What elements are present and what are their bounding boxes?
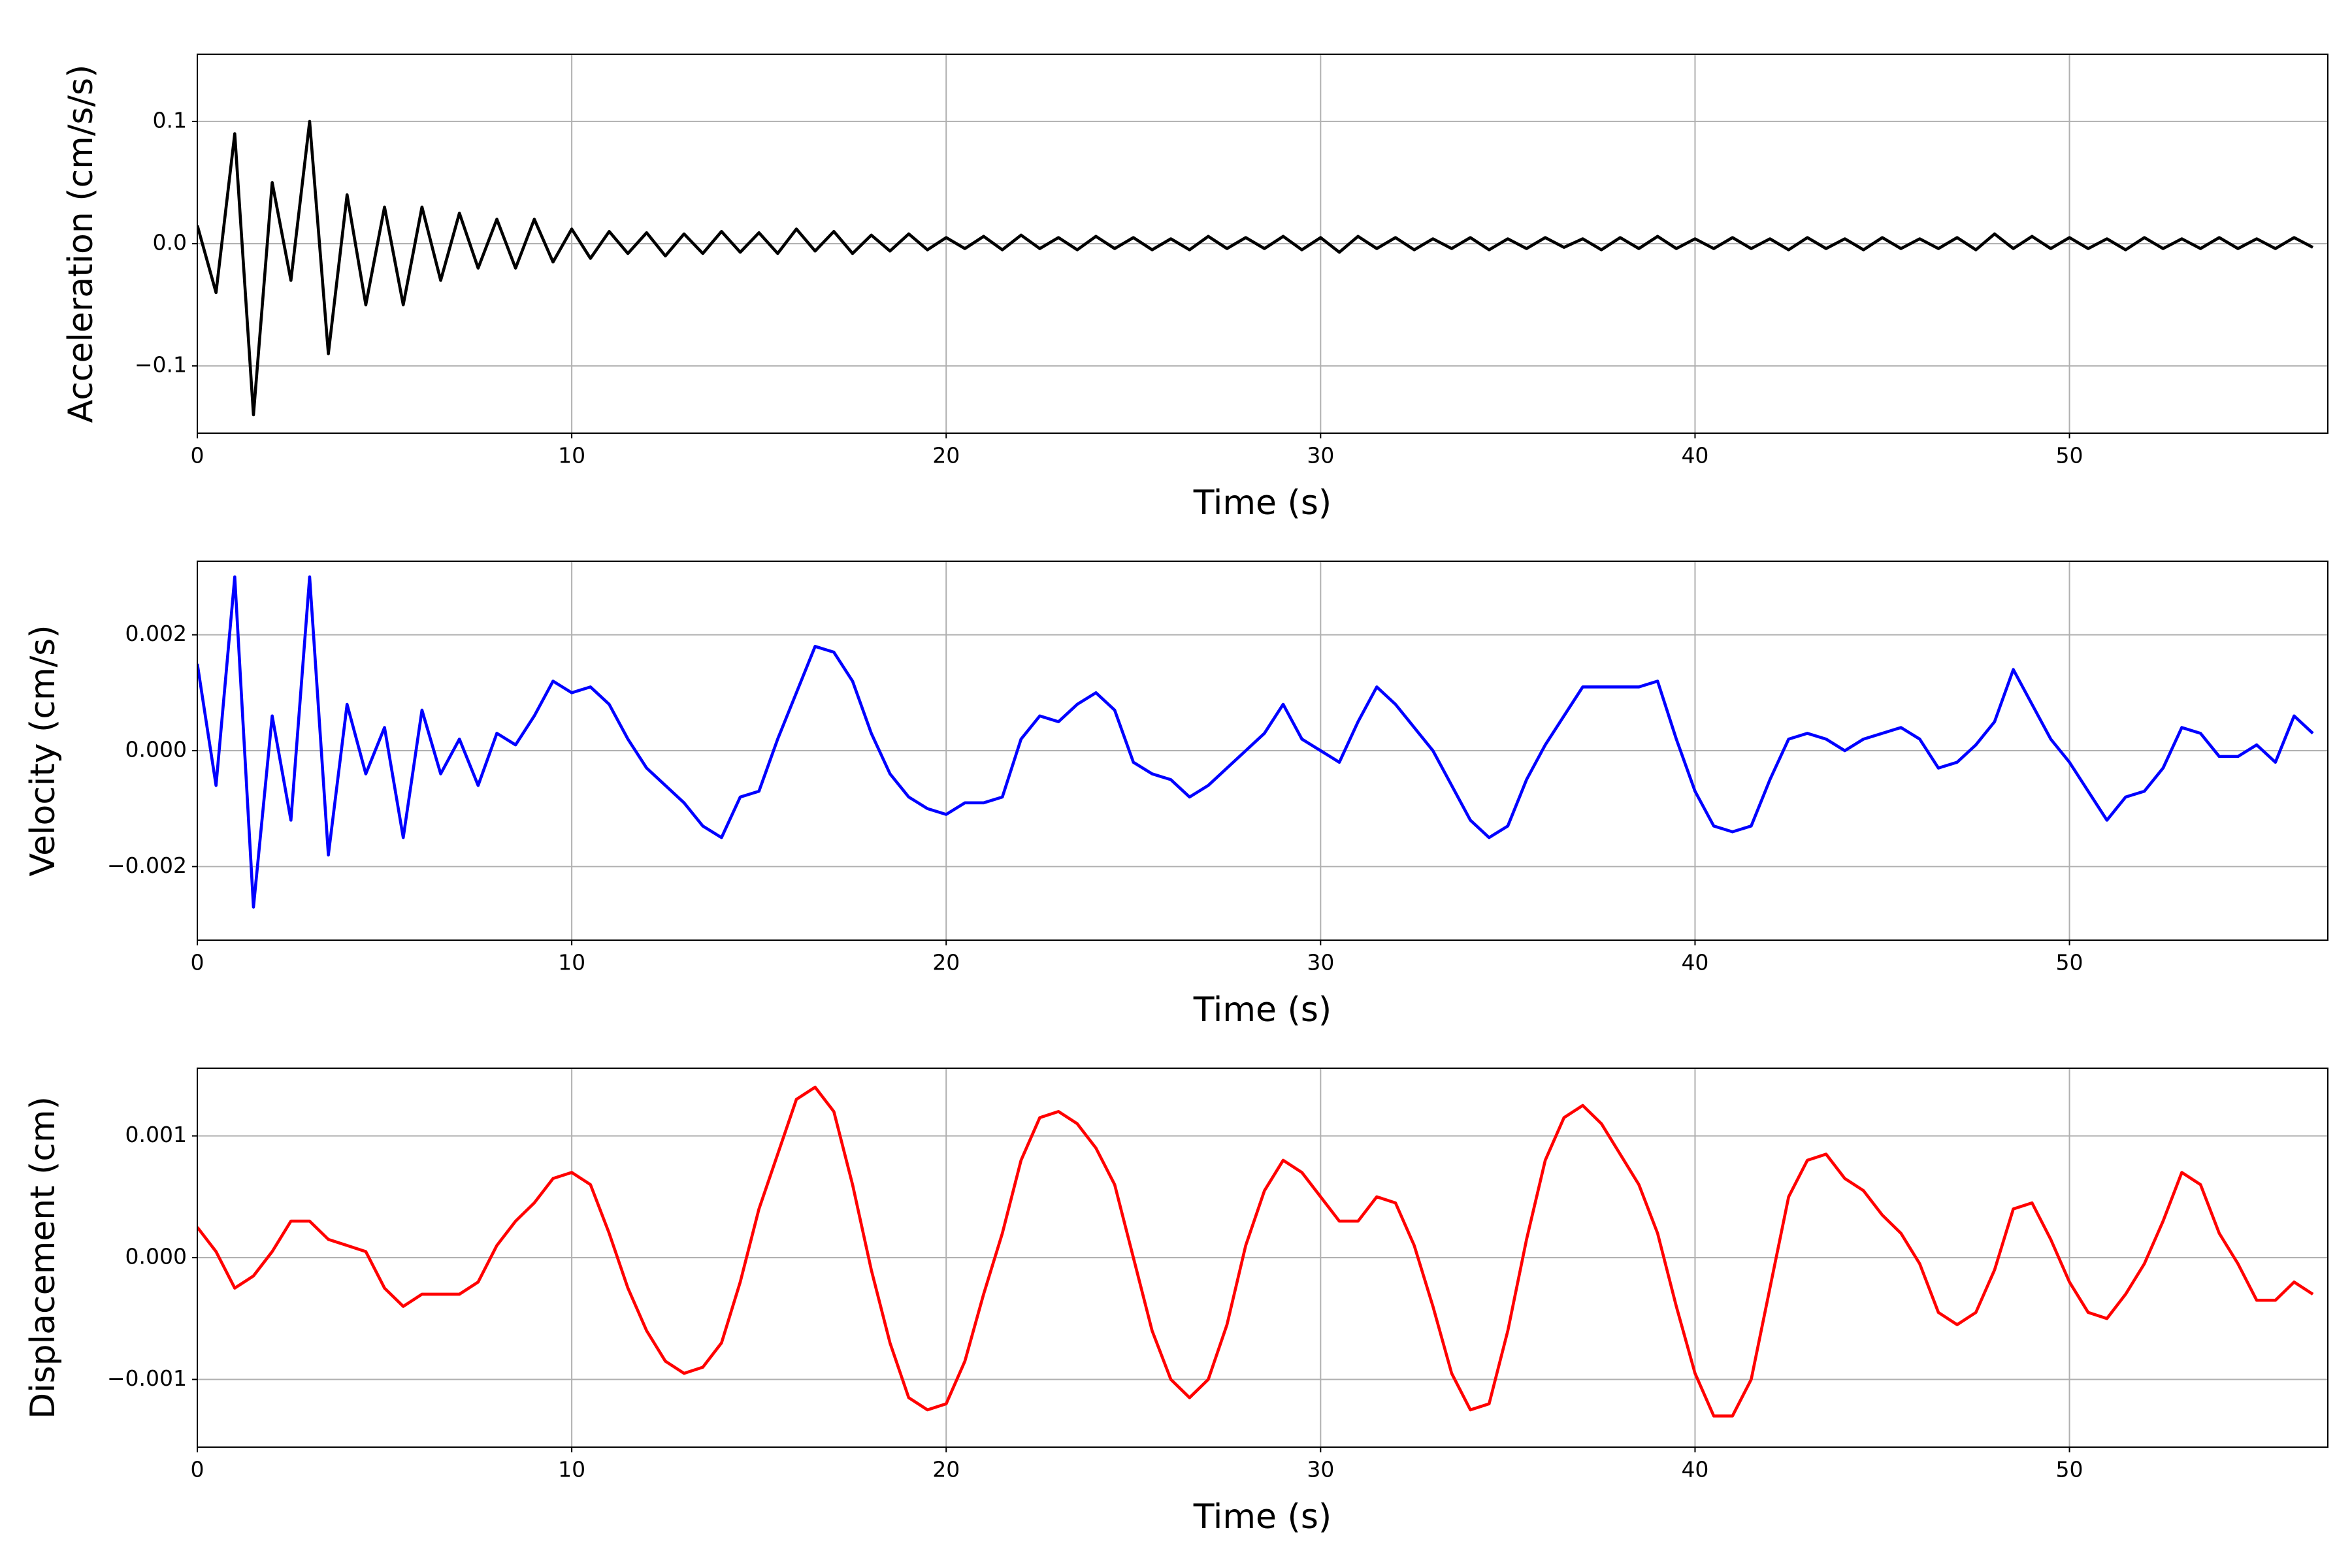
axes-frame: [197, 561, 2328, 941]
x-tick-label: 0: [191, 950, 204, 975]
x-tick-label: 30: [1307, 950, 1334, 975]
x-tick-label: 20: [932, 950, 960, 975]
x-tick-label: 40: [1681, 1457, 1708, 1482]
x-tick-label: 50: [2056, 443, 2083, 468]
y-tick-label: 0.000: [125, 737, 187, 762]
x-tick-label: 40: [1681, 443, 1708, 468]
y-axis-label: Acceleration (cm/s/s): [61, 65, 101, 423]
axes-frame: [197, 54, 2328, 434]
axes-frame: [197, 1068, 2328, 1448]
y-tick-label: 0.1: [153, 107, 187, 133]
x-axis-label: Time (s): [1193, 483, 1331, 523]
x-axis-label: Time (s): [1193, 1497, 1331, 1537]
y-tick-label: −0.001: [107, 1365, 187, 1391]
y-tick-label: −0.002: [107, 853, 187, 878]
x-axis-label: Time (s): [1193, 990, 1331, 1030]
data-line: [197, 1085, 2314, 1418]
x-tick-label: 50: [2056, 1457, 2083, 1482]
y-tick-label: 0.001: [125, 1122, 187, 1147]
x-tick-label: 0: [191, 1457, 204, 1482]
x-tick-label: 20: [932, 1457, 960, 1482]
y-tick-label: 0.000: [125, 1244, 187, 1269]
x-tick-label: 20: [932, 443, 960, 468]
x-tick-label: 0: [191, 443, 204, 468]
data-line: [197, 120, 2314, 417]
y-axis-label: Displacement (cm): [24, 1096, 63, 1419]
x-tick-label: 40: [1681, 950, 1708, 975]
x-tick-label: 50: [2056, 950, 2083, 975]
x-tick-label: 30: [1307, 443, 1334, 468]
x-tick-label: 10: [558, 1457, 585, 1482]
y-tick-label: 0.0: [153, 230, 187, 255]
y-tick-label: 0.002: [125, 621, 187, 646]
x-tick-label: 10: [558, 443, 585, 468]
x-tick-label: 30: [1307, 1457, 1334, 1482]
y-tick-label: −0.1: [135, 352, 187, 378]
y-axis-label: Velocity (cm/s): [24, 625, 63, 877]
x-tick-label: 10: [558, 950, 585, 975]
data-line: [197, 575, 2314, 909]
